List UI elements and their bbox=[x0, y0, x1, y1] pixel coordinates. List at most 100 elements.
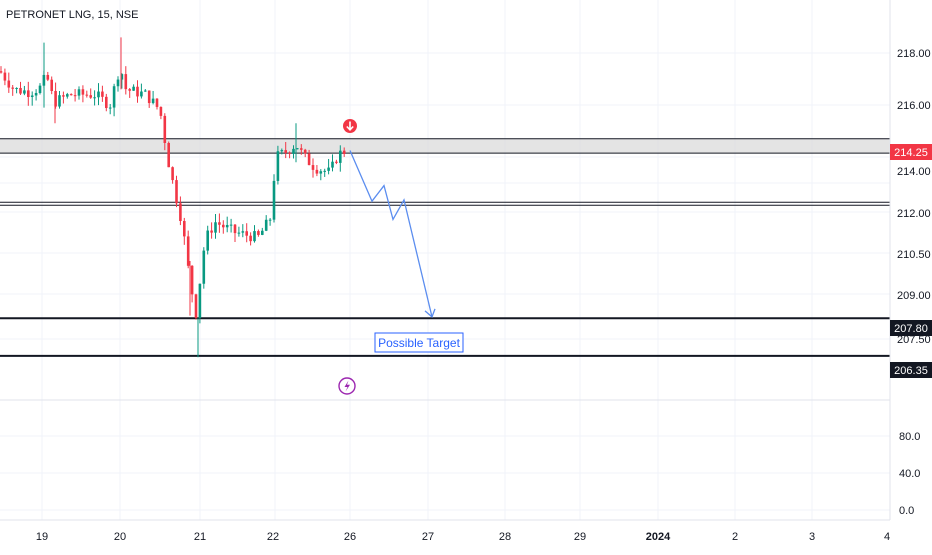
candle-body bbox=[303, 149, 307, 154]
price-axis[interactable]: 218.00 216.00 212.00 210.50 209.00 214.00 207.… bbox=[897, 48, 931, 346]
candle-body bbox=[97, 91, 100, 98]
candle-body bbox=[155, 98, 159, 107]
candle-body bbox=[179, 203, 182, 221]
time-tick-label: 4 bbox=[884, 531, 890, 543]
candle-body bbox=[108, 107, 112, 109]
candle-body bbox=[54, 90, 57, 107]
candle-body bbox=[30, 95, 34, 97]
candle-body bbox=[136, 86, 139, 97]
candle-body bbox=[225, 224, 229, 228]
candle-body bbox=[257, 231, 260, 235]
candle-body bbox=[62, 95, 65, 97]
target-label: Possible Target bbox=[374, 332, 464, 353]
candle-body bbox=[331, 161, 334, 168]
candle-body bbox=[128, 89, 131, 91]
candle-body bbox=[315, 169, 319, 174]
price-tick-label: 212.00 bbox=[897, 208, 931, 220]
symbol-title: PETRONET LNG, 15, NSE bbox=[6, 9, 139, 21]
candles bbox=[0, 37, 346, 358]
indicator-tick-label: 0.0 bbox=[899, 505, 914, 517]
candle-body bbox=[159, 106, 163, 116]
candle-body bbox=[89, 95, 92, 98]
time-tick-label: 28 bbox=[499, 531, 511, 543]
candle-body bbox=[335, 161, 338, 163]
candle-body bbox=[327, 167, 330, 171]
candle-body bbox=[218, 222, 221, 225]
candle-body bbox=[190, 265, 194, 295]
price-tick-label: 216.00 bbox=[897, 100, 931, 112]
candle-body bbox=[319, 171, 323, 174]
grid bbox=[0, 0, 890, 520]
candle-body bbox=[144, 90, 147, 92]
candle-body bbox=[11, 87, 14, 89]
candle-body bbox=[296, 148, 299, 150]
candle-body bbox=[237, 232, 241, 234]
time-axis[interactable]: 19 20 21 22 26 27 28 29 2024 2 3 4 bbox=[36, 531, 890, 543]
candle-body bbox=[23, 90, 26, 94]
price-tick-label: 218.00 bbox=[897, 48, 931, 60]
candle-body bbox=[253, 231, 256, 242]
flash-icon[interactable] bbox=[338, 377, 356, 395]
candle-body bbox=[46, 74, 50, 80]
candle-body bbox=[284, 150, 287, 153]
candle-body bbox=[202, 250, 206, 284]
candle-body bbox=[19, 87, 22, 94]
sell-signal-icon[interactable] bbox=[343, 119, 357, 133]
price-badge-bg bbox=[890, 362, 932, 378]
candle-body bbox=[69, 94, 73, 96]
candle-body bbox=[116, 79, 120, 87]
candle-body bbox=[214, 222, 217, 233]
time-tick-label: 22 bbox=[267, 531, 279, 543]
candle-body bbox=[167, 142, 170, 168]
candle-body bbox=[276, 151, 280, 181]
price-badge-label: 214.25 bbox=[894, 147, 928, 159]
candle-body bbox=[15, 87, 18, 89]
price-badge-label: 207.80 bbox=[894, 323, 928, 335]
time-tick-label: 27 bbox=[422, 531, 434, 543]
candle-body bbox=[249, 235, 252, 242]
candle-body bbox=[272, 180, 276, 220]
candle-body bbox=[7, 80, 11, 88]
candle-body bbox=[206, 230, 209, 251]
candle-body bbox=[112, 86, 116, 108]
target-label-text: Possible Target bbox=[378, 336, 460, 350]
projection-path bbox=[349, 150, 433, 318]
candle-body bbox=[124, 74, 128, 90]
candle-body bbox=[151, 98, 155, 104]
time-tick-label: 3 bbox=[809, 531, 815, 543]
candle-body bbox=[210, 230, 213, 233]
time-tick-label: 29 bbox=[574, 531, 586, 543]
candle-body bbox=[66, 94, 69, 97]
candle-body bbox=[183, 220, 186, 237]
price-tick-label-hidden: 214.00 bbox=[897, 166, 931, 178]
candle-body bbox=[175, 180, 178, 204]
price-tick-label: 209.00 bbox=[897, 290, 931, 302]
candle-body bbox=[0, 71, 3, 73]
candle-body bbox=[186, 236, 190, 266]
candle-body bbox=[300, 148, 303, 150]
candle-body bbox=[292, 148, 295, 154]
candle-body bbox=[77, 89, 81, 96]
price-badge-label: 206.35 bbox=[894, 365, 928, 377]
candle-body bbox=[264, 219, 268, 231]
time-tick-label: 2 bbox=[732, 531, 738, 543]
indicator-axis[interactable]: 80.0 40.0 0.0 bbox=[899, 431, 920, 517]
candle-body bbox=[3, 72, 7, 81]
candle-body bbox=[261, 230, 264, 235]
candle-body bbox=[93, 97, 96, 99]
candle-body bbox=[342, 150, 346, 154]
candle-body bbox=[50, 79, 53, 91]
candle-body bbox=[288, 152, 291, 154]
time-tick-label: 21 bbox=[194, 531, 206, 543]
candle-body bbox=[81, 89, 85, 95]
time-tick-label: 19 bbox=[36, 531, 48, 543]
candle-body bbox=[85, 94, 89, 96]
candle-body bbox=[147, 90, 151, 104]
candle-body bbox=[132, 86, 135, 91]
candle-body bbox=[38, 85, 42, 93]
candle-body bbox=[101, 91, 104, 97]
candle-body bbox=[323, 170, 326, 172]
candle-body bbox=[140, 91, 143, 97]
